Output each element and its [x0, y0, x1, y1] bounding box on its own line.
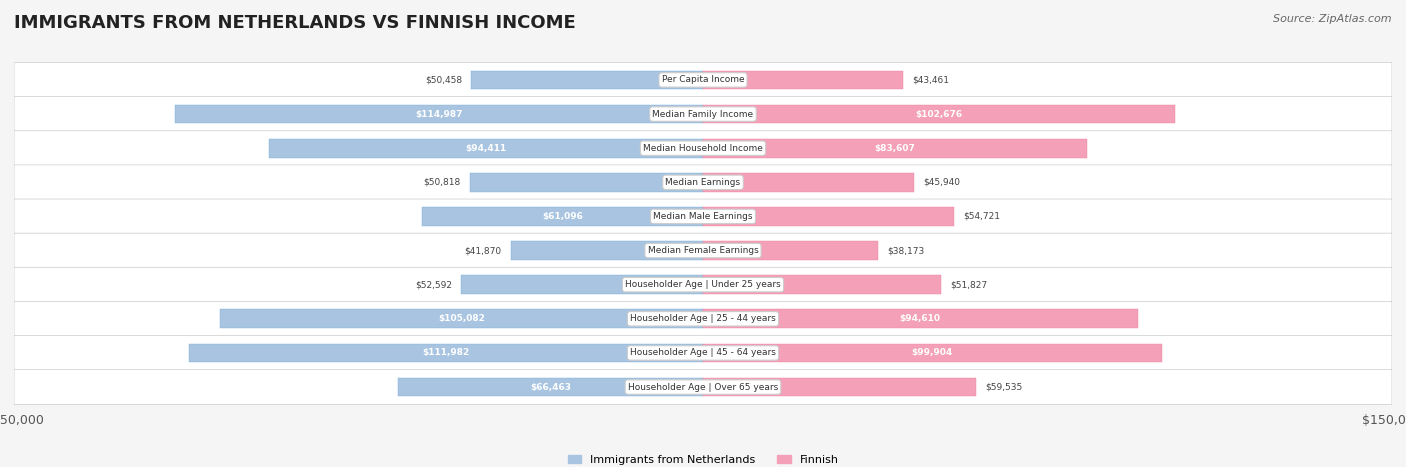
Text: IMMIGRANTS FROM NETHERLANDS VS FINNISH INCOME: IMMIGRANTS FROM NETHERLANDS VS FINNISH I…	[14, 14, 576, 32]
Bar	[398, 378, 703, 396]
Bar	[221, 310, 703, 328]
Text: $59,535: $59,535	[986, 382, 1024, 391]
FancyBboxPatch shape	[14, 370, 1392, 404]
Bar	[703, 105, 1174, 123]
Bar	[471, 71, 703, 89]
Bar	[703, 310, 1137, 328]
Text: $52,592: $52,592	[415, 280, 453, 289]
Bar	[703, 71, 903, 89]
Text: $102,676: $102,676	[915, 110, 962, 119]
Bar	[510, 241, 703, 260]
Bar	[470, 173, 703, 191]
Bar	[703, 378, 976, 396]
Text: $41,870: $41,870	[464, 246, 502, 255]
Text: Householder Age | 45 - 64 years: Householder Age | 45 - 64 years	[630, 348, 776, 357]
Text: $50,818: $50,818	[423, 178, 460, 187]
Text: $45,940: $45,940	[924, 178, 960, 187]
Text: $43,461: $43,461	[912, 76, 949, 85]
Legend: Immigrants from Netherlands, Finnish: Immigrants from Netherlands, Finnish	[562, 450, 844, 467]
Text: Householder Age | 25 - 44 years: Householder Age | 25 - 44 years	[630, 314, 776, 323]
Text: Householder Age | Under 25 years: Householder Age | Under 25 years	[626, 280, 780, 289]
Text: $114,987: $114,987	[415, 110, 463, 119]
Text: $105,082: $105,082	[439, 314, 485, 323]
Bar	[703, 173, 914, 191]
Bar	[174, 105, 703, 123]
Bar	[703, 139, 1087, 157]
Text: $54,721: $54,721	[963, 212, 1001, 221]
Text: Median Male Earnings: Median Male Earnings	[654, 212, 752, 221]
Bar	[188, 344, 703, 362]
FancyBboxPatch shape	[14, 131, 1392, 166]
Text: Source: ZipAtlas.com: Source: ZipAtlas.com	[1274, 14, 1392, 24]
FancyBboxPatch shape	[14, 165, 1392, 200]
FancyBboxPatch shape	[14, 97, 1392, 131]
Text: $50,458: $50,458	[425, 76, 463, 85]
Text: $99,904: $99,904	[912, 348, 953, 357]
Bar	[703, 344, 1161, 362]
Text: Householder Age | Over 65 years: Householder Age | Over 65 years	[628, 382, 778, 391]
Bar	[703, 276, 941, 294]
FancyBboxPatch shape	[14, 335, 1392, 370]
Bar	[703, 241, 879, 260]
FancyBboxPatch shape	[14, 301, 1392, 336]
Bar	[461, 276, 703, 294]
FancyBboxPatch shape	[14, 233, 1392, 268]
Text: Median Female Earnings: Median Female Earnings	[648, 246, 758, 255]
FancyBboxPatch shape	[14, 63, 1392, 97]
Text: $94,411: $94,411	[465, 144, 506, 153]
FancyBboxPatch shape	[14, 199, 1392, 234]
FancyBboxPatch shape	[14, 267, 1392, 302]
Text: $111,982: $111,982	[422, 348, 470, 357]
Text: $83,607: $83,607	[875, 144, 915, 153]
Bar	[422, 207, 703, 226]
Text: Median Family Income: Median Family Income	[652, 110, 754, 119]
Text: $94,610: $94,610	[900, 314, 941, 323]
Text: Median Household Income: Median Household Income	[643, 144, 763, 153]
Text: $51,827: $51,827	[950, 280, 987, 289]
Text: Per Capita Income: Per Capita Income	[662, 76, 744, 85]
Text: $61,096: $61,096	[543, 212, 583, 221]
Text: $38,173: $38,173	[887, 246, 925, 255]
Bar	[703, 207, 955, 226]
Text: $66,463: $66,463	[530, 382, 571, 391]
Text: Median Earnings: Median Earnings	[665, 178, 741, 187]
Bar	[270, 139, 703, 157]
